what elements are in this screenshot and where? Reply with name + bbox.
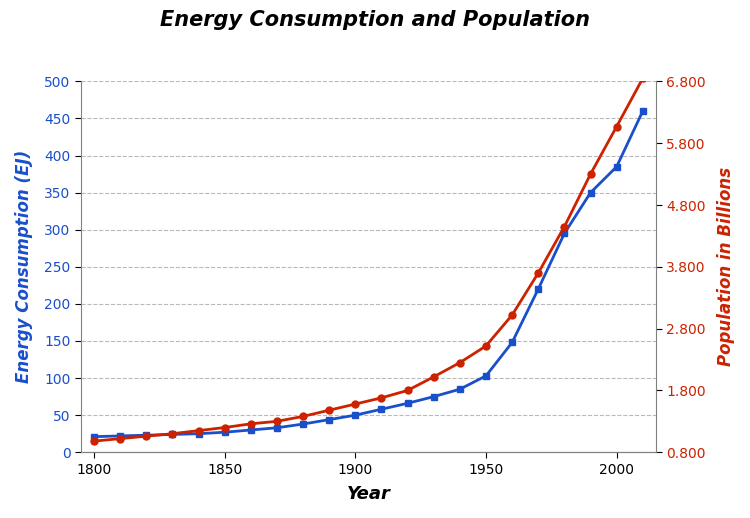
Text: Energy Consumption and Population: Energy Consumption and Population <box>160 10 590 31</box>
Y-axis label: Energy Consumption (EJ): Energy Consumption (EJ) <box>15 150 33 383</box>
Y-axis label: Population in Billions: Population in Billions <box>717 167 735 366</box>
X-axis label: Year: Year <box>346 485 390 503</box>
